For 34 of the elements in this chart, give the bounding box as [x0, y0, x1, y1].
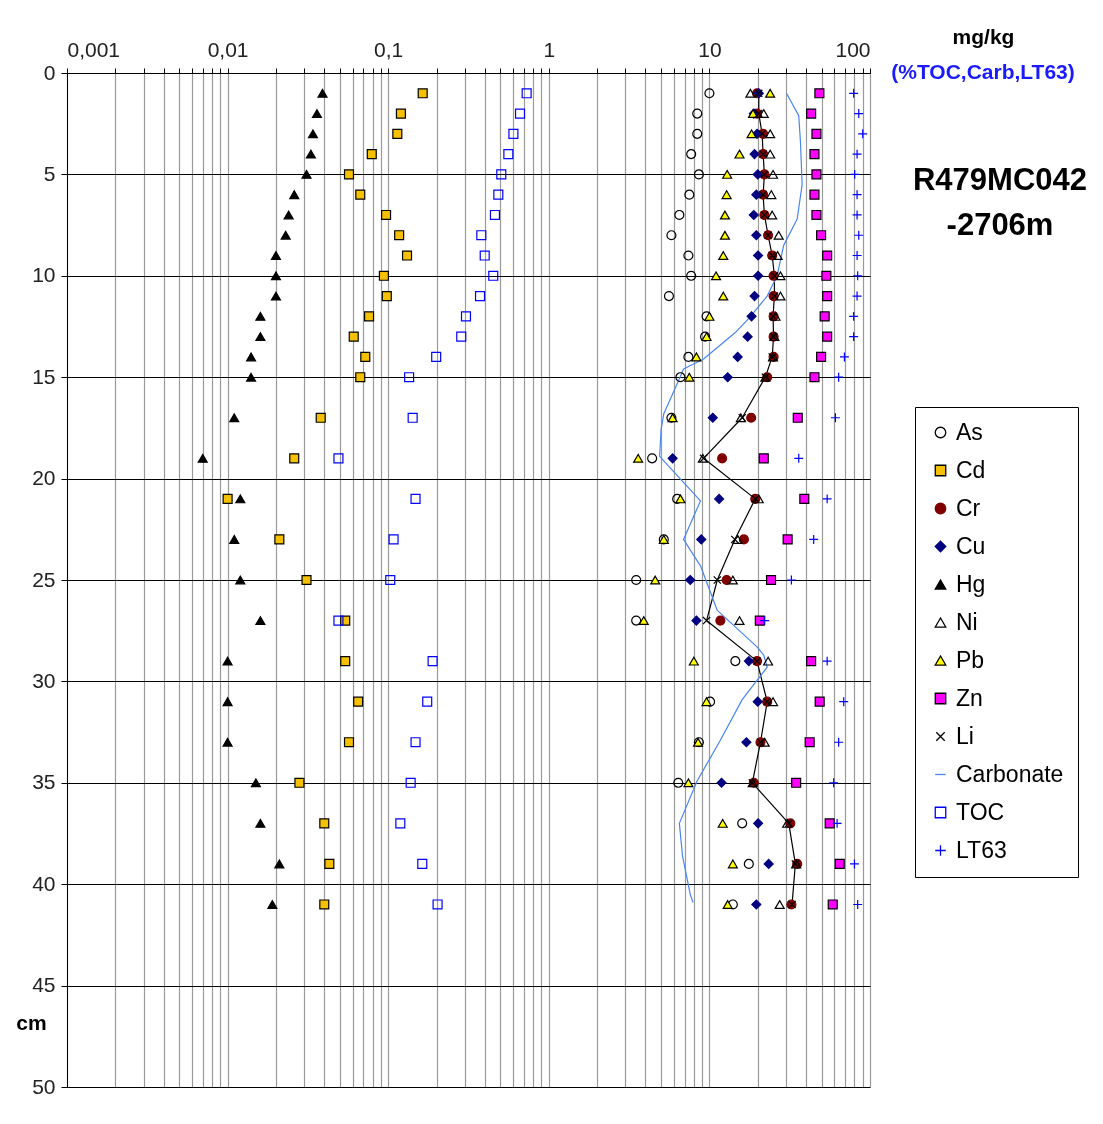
legend-label: Cu [956, 532, 986, 559]
legend-label: Hg [956, 570, 986, 597]
legend-label: As [956, 418, 983, 445]
y-tick-label: 25 [32, 567, 56, 591]
y-tick-label: 45 [32, 973, 56, 997]
x-tick-label: 10 [698, 37, 722, 61]
legend-label: Pb [956, 646, 985, 673]
x-tick-label: 100 [835, 37, 871, 61]
y-tick-label: 15 [32, 364, 56, 388]
y-tick-label: 10 [32, 263, 56, 287]
legend-label: Zn [956, 684, 983, 711]
y-tick-label: 30 [32, 668, 56, 692]
x-tick-label: 0,1 [374, 37, 404, 61]
legend-label: LT63 [956, 836, 1007, 863]
legend-label: Carbonate [956, 760, 1064, 787]
legend-label: TOC [956, 798, 1005, 825]
text: -2706m [946, 207, 1054, 242]
y-tick-label: 40 [32, 871, 56, 895]
legend-label: Ni [956, 608, 978, 635]
text: (%TOC,Carb,LT63) [891, 60, 1075, 83]
legend-label: Cd [956, 456, 986, 483]
x-tick-label: 1 [543, 37, 556, 61]
y-tick-label: 35 [32, 770, 56, 794]
y-tick-label: 5 [43, 161, 56, 185]
x-axis-title: mg/kg [952, 24, 1015, 48]
x-tick-label: 0,001 [67, 37, 121, 61]
y-tick-label: 20 [32, 466, 56, 490]
x-tick-label: 0,01 [207, 37, 249, 61]
y-axis-title: cm [16, 1010, 47, 1034]
legend-label: Li [956, 722, 974, 749]
text: R479MC042 [912, 162, 1088, 197]
y-tick-label: 0 [43, 60, 56, 84]
legend-label: Cr [956, 494, 981, 521]
y-tick-label: 50 [32, 1074, 56, 1098]
